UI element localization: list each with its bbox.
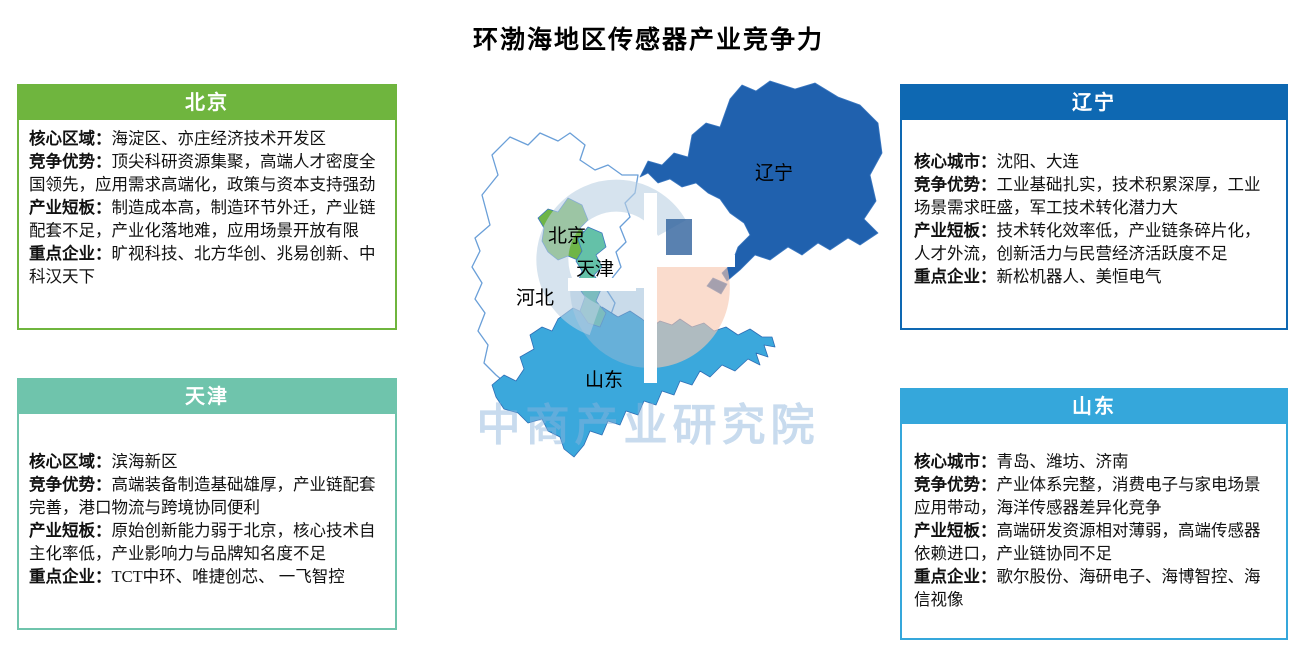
field-advantage: 竞争优势：高端装备制造基础雄厚，产业链配套完善，港口物流与跨境协同便利 [29, 473, 385, 519]
field-label: 重点企业： [914, 267, 997, 286]
field-key-companies: 重点企业：歌尔股份、海研电子、海博智控、海信视像 [914, 565, 1276, 611]
field-label: 重点企业： [29, 244, 112, 263]
field-value: 技术转化效率低，产业链条碎片化，人才外流，创新活力与民营经济活跃度不足 [914, 221, 1261, 263]
watermark-text: 中商产业研究院 [477, 401, 820, 450]
field-advantage: 竞争优势：工业基础扎实，技术积累深厚，工业场景需求旺盛，军工技术转化潜力大 [914, 173, 1276, 219]
region-box-liaoning: 辽宁 核心城市：沈阳、大连 竞争优势：工业基础扎实，技术积累深厚，工业场景需求旺… [900, 84, 1288, 330]
field-shortboard: 产业短板：高端研发资源相对薄弱，高端传感器依赖进口，产业链协同不足 [914, 519, 1276, 565]
field-value: 海淀区、亦庄经济技术开发区 [111, 129, 327, 148]
field-core-cities: 核心城市：沈阳、大连 [914, 150, 1276, 173]
field-label: 竞争优势： [29, 475, 112, 494]
field-value: 制造成本高，制造环节外迁，产业链配套不足，产业化落地难，应用场景开放有限 [29, 198, 376, 240]
logo-square [666, 219, 692, 255]
watermark-logo-icon [536, 179, 735, 383]
field-value: 顶尖科研资源集聚，高端人才密度全国领先，应用需求高端化，政策与资本支持强劲 [29, 152, 376, 194]
field-label: 产业短板： [29, 198, 112, 217]
field-value: 原始创新能力弱于北京，核心技术自主化率低，产业影响力与品牌知名度不足 [29, 521, 376, 563]
field-value: 沈阳、大连 [996, 152, 1080, 171]
field-value: 青岛、潍坊、济南 [996, 452, 1129, 471]
field-label: 竞争优势： [914, 475, 997, 494]
map-label-tianjin: 天津 [576, 258, 614, 280]
logo-peach-half [650, 267, 730, 368]
field-core-cities: 核心城市：青岛、潍坊、济南 [914, 450, 1276, 473]
field-advantage: 竞争优势：产业体系完整，消费电子与家电场景应用带动，海洋传感器差异化竞争 [914, 473, 1276, 519]
map-label-hebei: 河北 [516, 287, 554, 309]
field-label: 核心城市： [914, 152, 997, 171]
field-core-area: 核心区域：滨海新区 [29, 450, 385, 473]
logo-bar-left [568, 278, 636, 291]
region-box-shandong: 山东 核心城市：青岛、潍坊、济南 竞争优势：产业体系完整，消费电子与家电场景应用… [900, 388, 1288, 640]
map-label-beijing: 北京 [548, 225, 586, 247]
field-core-area: 核心区域：海淀区、亦庄经济技术开发区 [29, 127, 385, 150]
field-shortboard: 产业短板：技术转化效率低，产业链条碎片化，人才外流，创新活力与民营经济活跃度不足 [914, 219, 1276, 265]
field-label: 产业短板： [914, 521, 997, 540]
field-shortboard: 产业短板：原始创新能力弱于北京，核心技术自主化率低，产业影响力与品牌知名度不足 [29, 519, 385, 565]
region-body-beijing: 核心区域：海淀区、亦庄经济技术开发区 竞争优势：顶尖科研资源集聚，高端人才密度全… [19, 120, 395, 295]
field-value: 滨海新区 [111, 452, 178, 471]
map-label-liaoning: 辽宁 [755, 162, 793, 184]
logo-bar-vertical [644, 193, 657, 383]
field-key-companies: 重点企业：旷视科技、北方华创、兆易创新、中科汉天下 [29, 242, 385, 288]
region-header-tianjin: 天津 [19, 380, 395, 414]
field-value: 歌尔股份、海研电子、海博智控、海信视像 [914, 567, 1261, 609]
field-label: 竞争优势： [914, 175, 997, 194]
region-header-beijing: 北京 [19, 86, 395, 120]
map-label-shandong: 山东 [585, 369, 623, 391]
province-liaoning [639, 80, 883, 282]
field-key-companies: 重点企业：新松机器人、美恒电气 [914, 265, 1276, 288]
region-box-tianjin: 天津 核心区域：滨海新区 竞争优势：高端装备制造基础雄厚，产业链配套完善，港口物… [17, 378, 397, 630]
field-value: 产业体系完整，消费电子与家电场景应用带动，海洋传感器差异化竞争 [914, 475, 1261, 517]
field-value: 高端研发资源相对薄弱，高端传感器依赖进口，产业链协同不足 [914, 521, 1261, 563]
field-label: 核心城市： [914, 452, 997, 471]
field-value: 新松机器人、美恒电气 [996, 267, 1162, 286]
field-label: 核心区域： [29, 129, 112, 148]
field-value: 旷视科技、北方华创、兆易创新、中科汉天下 [29, 244, 376, 286]
field-label: 产业短板： [914, 221, 997, 240]
bohai-rim-map: 河北 北京 天津 辽宁 山东 中商产业研究院 [471, 80, 883, 458]
region-header-liaoning: 辽宁 [902, 86, 1286, 120]
field-value: 工业基础扎实，技术积累深厚，工业场景需求旺盛，军工技术转化潜力大 [914, 175, 1261, 217]
field-label: 核心区域： [29, 452, 112, 471]
region-body-shandong: 核心城市：青岛、潍坊、济南 竞争优势：产业体系完整，消费电子与家电场景应用带动，… [902, 424, 1286, 618]
field-label: 产业短板： [29, 521, 112, 540]
field-label: 竞争优势： [29, 152, 112, 171]
region-body-tianjin: 核心区域：滨海新区 竞争优势：高端装备制造基础雄厚，产业链配套完善，港口物流与跨… [19, 414, 395, 595]
logo-bar-right [657, 255, 735, 267]
field-key-companies: 重点企业：TCT中环、唯捷创芯、 一飞智控 [29, 565, 385, 588]
field-value: TCT中环、唯捷创芯、 一飞智控 [111, 567, 345, 586]
field-label: 重点企业： [914, 567, 997, 586]
region-body-liaoning: 核心城市：沈阳、大连 竞争优势：工业基础扎实，技术积累深厚，工业场景需求旺盛，军… [902, 120, 1286, 295]
field-shortboard: 产业短板：制造成本高，制造环节外迁，产业链配套不足，产业化落地难，应用场景开放有… [29, 196, 385, 242]
page-title: 环渤海地区传感器产业竞争力 [472, 27, 824, 54]
region-box-beijing: 北京 核心区域：海淀区、亦庄经济技术开发区 竞争优势：顶尖科研资源集聚，高端人才… [17, 84, 397, 330]
region-header-shandong: 山东 [902, 390, 1286, 424]
field-advantage: 竞争优势：顶尖科研资源集聚，高端人才密度全国领先，应用需求高端化，政策与资本支持… [29, 150, 385, 196]
field-label: 重点企业： [29, 567, 112, 586]
field-value: 高端装备制造基础雄厚，产业链配套完善，港口物流与跨境协同便利 [29, 475, 376, 517]
